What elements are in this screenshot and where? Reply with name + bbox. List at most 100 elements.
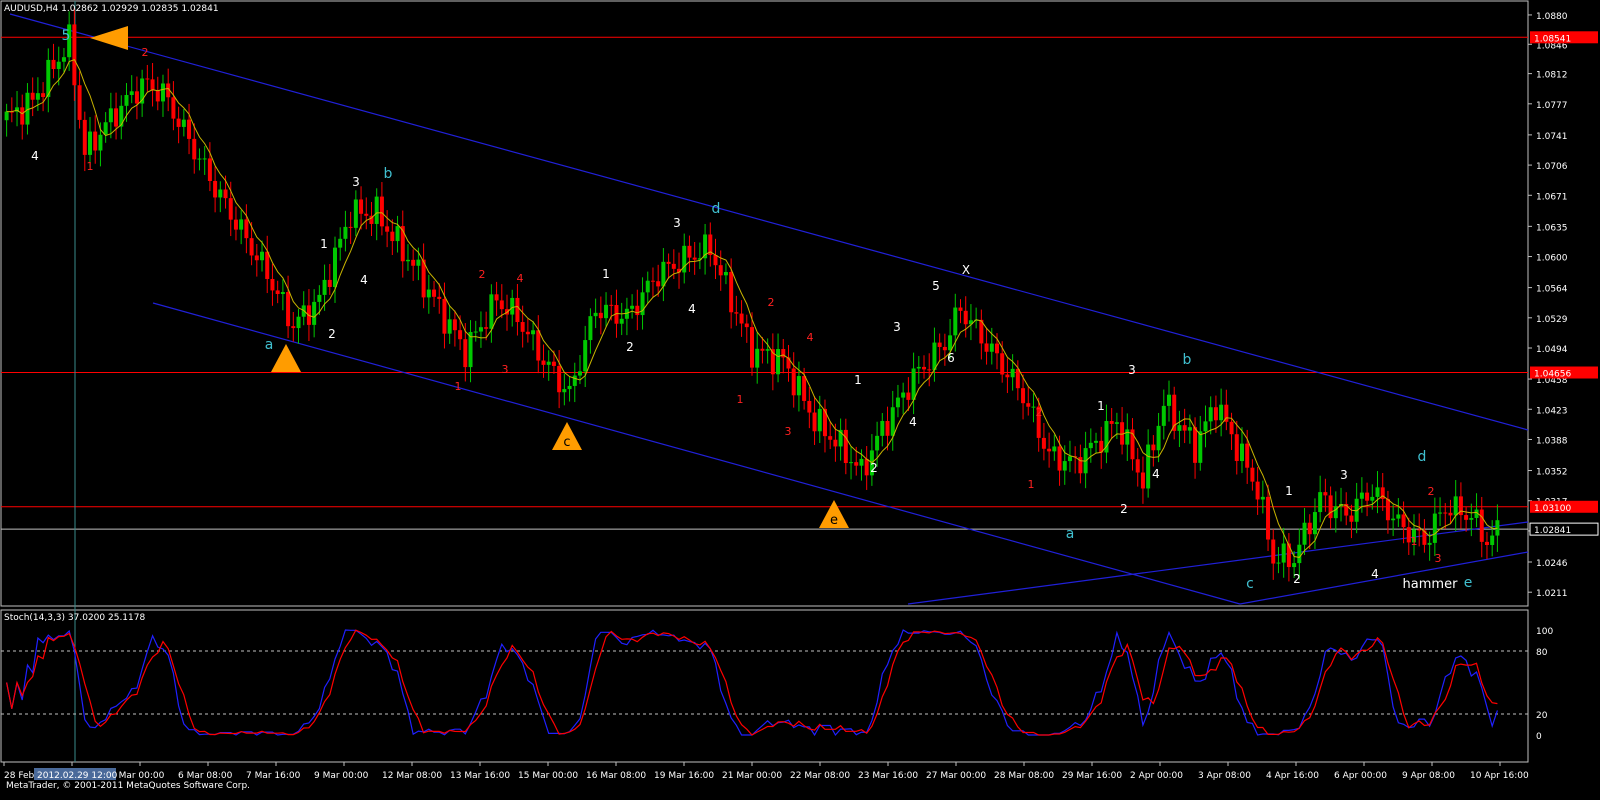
stoch-main-line bbox=[6, 629, 1498, 737]
candle-body bbox=[1067, 456, 1072, 462]
candle-body bbox=[546, 361, 551, 365]
wave-label: d bbox=[712, 201, 721, 217]
candle-body bbox=[875, 435, 880, 451]
candle-body bbox=[1120, 422, 1125, 445]
candle-body bbox=[213, 180, 218, 198]
candle-body bbox=[536, 330, 541, 361]
candle-body bbox=[885, 420, 890, 436]
candle-body bbox=[619, 318, 624, 324]
candle-body bbox=[374, 196, 379, 224]
price-level-label-bg bbox=[1530, 31, 1598, 44]
sell-arrow-marker bbox=[90, 26, 128, 50]
candle-body bbox=[791, 368, 796, 396]
candle-body bbox=[390, 231, 395, 242]
wave-label: 4 bbox=[1371, 567, 1379, 581]
triangle-marker bbox=[271, 344, 301, 372]
candle-body bbox=[1021, 388, 1026, 404]
candle-body bbox=[1484, 541, 1489, 545]
candle-body bbox=[1099, 440, 1104, 453]
candle-body bbox=[197, 158, 202, 160]
candle-body bbox=[588, 316, 593, 341]
candle-body bbox=[1365, 492, 1370, 501]
stoch-panel-border bbox=[0, 609, 1529, 763]
candle-body bbox=[828, 436, 833, 440]
candle-body bbox=[1026, 403, 1031, 407]
candle-body bbox=[557, 365, 562, 393]
candle-body bbox=[385, 226, 390, 232]
candle-body bbox=[426, 289, 431, 298]
candle-body bbox=[181, 119, 186, 127]
candle-body bbox=[1167, 394, 1172, 406]
price-tick-label: 1.0458 bbox=[1536, 376, 1568, 386]
stoch-tick-label: 0 bbox=[1536, 732, 1542, 742]
candle-body bbox=[421, 259, 426, 298]
candle-body bbox=[103, 122, 108, 135]
candle-body bbox=[755, 348, 760, 368]
candle-body bbox=[332, 247, 337, 287]
candle-body bbox=[624, 308, 629, 319]
candle-body bbox=[989, 343, 994, 352]
candle-body bbox=[520, 322, 525, 332]
wave-label: 1 bbox=[854, 373, 862, 387]
wave-label: 1 bbox=[1285, 484, 1293, 498]
price-tick-label: 1.0741 bbox=[1536, 132, 1568, 142]
wave-label: 4 bbox=[31, 149, 39, 163]
candle-body bbox=[927, 369, 932, 371]
candle-body bbox=[1062, 461, 1067, 471]
wave-label: 3 bbox=[1435, 552, 1442, 565]
candle-body bbox=[864, 458, 869, 476]
candle-body bbox=[812, 412, 817, 432]
time-tick-label: 28 Feb bbox=[4, 771, 35, 781]
wave-label: 3 bbox=[352, 175, 360, 189]
hammer-annotation: hammer bbox=[1403, 577, 1459, 592]
candle-body bbox=[1156, 425, 1161, 451]
time-tick-label: 5 Mar 00:00 bbox=[110, 771, 165, 781]
wave-label: 2 bbox=[870, 461, 878, 475]
candle-body bbox=[239, 219, 244, 230]
candle-body bbox=[192, 138, 197, 160]
wave-label: 2 bbox=[328, 327, 336, 341]
candle-body bbox=[379, 196, 384, 227]
candle-body bbox=[1224, 404, 1229, 422]
candle-body bbox=[46, 59, 51, 97]
candle-body bbox=[35, 93, 40, 100]
wave-label: 1 bbox=[320, 237, 328, 251]
candle-body bbox=[1198, 431, 1203, 463]
candle-body bbox=[984, 343, 989, 352]
candle-body bbox=[452, 319, 457, 331]
wave-label: 3 bbox=[1128, 363, 1136, 377]
candle-body bbox=[1432, 513, 1437, 543]
candle-body bbox=[458, 330, 463, 340]
candle-body bbox=[1219, 404, 1224, 421]
candle-body bbox=[1036, 406, 1041, 438]
candle-body bbox=[1015, 368, 1020, 389]
wave-label: a bbox=[1066, 526, 1075, 542]
candle-body bbox=[265, 251, 270, 279]
wave-label: b bbox=[384, 166, 393, 182]
time-tick-label: 27 Mar 00:00 bbox=[926, 771, 986, 781]
symbol-label: AUDUSD,H4 bbox=[4, 4, 59, 14]
candle-body bbox=[134, 91, 139, 104]
candle-body bbox=[671, 263, 676, 269]
wave-label: c bbox=[1246, 576, 1254, 592]
candle-body bbox=[796, 376, 801, 396]
wave-label: 1 bbox=[737, 393, 744, 406]
candle-body bbox=[223, 189, 228, 199]
candle-body bbox=[723, 272, 728, 276]
candle-body bbox=[416, 259, 421, 266]
time-tick-label: 16 Mar 08:00 bbox=[586, 771, 646, 781]
wave-label: 4 bbox=[517, 272, 524, 285]
candle-body bbox=[609, 304, 614, 306]
time-tick-label: 7 Mar 16:00 bbox=[246, 771, 301, 781]
candle-body bbox=[160, 83, 165, 102]
candle-body bbox=[614, 305, 619, 324]
candle-body bbox=[1234, 434, 1239, 462]
stoch-tick-label: 20 bbox=[1536, 711, 1548, 721]
moving-average-line bbox=[6, 58, 1498, 558]
price-tick-label: 1.0600 bbox=[1536, 254, 1568, 264]
candle-body bbox=[93, 131, 98, 151]
candle-body bbox=[499, 300, 504, 310]
candle-body bbox=[854, 462, 859, 466]
candle-body bbox=[88, 131, 93, 155]
